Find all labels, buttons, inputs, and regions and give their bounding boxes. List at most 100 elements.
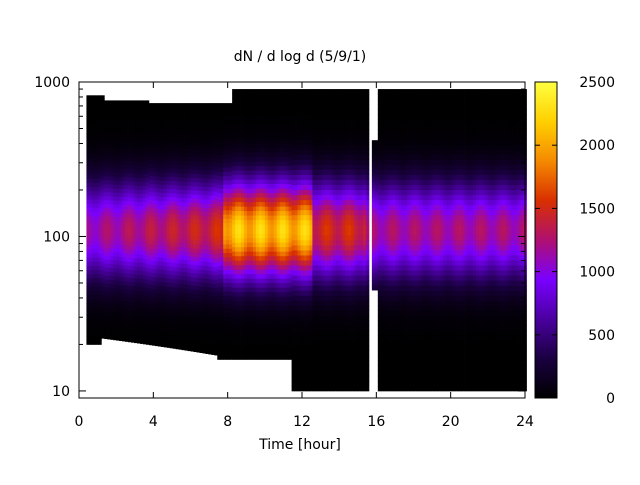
heatmap-cell [321, 154, 325, 160]
heatmap-cell [208, 144, 212, 150]
heatmap-cell [172, 160, 177, 165]
heatmap-cell [306, 295, 310, 301]
heatmap-cell [119, 308, 123, 313]
heatmap-cell [279, 341, 284, 347]
heatmap-cell [321, 144, 325, 150]
heatmap-cell [220, 154, 224, 160]
heatmap-cell [131, 281, 135, 287]
heatmap-cell [125, 265, 129, 270]
heatmap-cell [190, 243, 194, 249]
heatmap-cell [291, 109, 295, 115]
heatmap-cell [110, 323, 114, 328]
heatmap-cell [208, 136, 212, 142]
heatmap-cell [309, 164, 313, 170]
heatmap-cell [163, 147, 168, 153]
heatmap-cell [211, 258, 215, 263]
heatmap-cell [169, 241, 174, 247]
heatmap-cell [270, 291, 275, 297]
heatmap-cell [136, 124, 141, 130]
heatmap-cell [261, 102, 266, 108]
heatmap-cell [276, 174, 281, 180]
heatmap-cell [184, 346, 188, 351]
heatmap-cell [238, 354, 242, 360]
heatmap-cell [226, 167, 230, 172]
heatmap-cell [199, 327, 203, 333]
heatmap-cell [288, 300, 292, 306]
heatmap-cell [157, 329, 162, 335]
heatmap-cell [196, 123, 200, 129]
heatmap-cell [321, 360, 325, 367]
heatmap-cell [229, 124, 233, 130]
heatmap-cell [89, 331, 93, 337]
heatmap-cell [196, 294, 200, 299]
heatmap-cell [211, 279, 215, 284]
heatmap-cell [205, 307, 209, 313]
heatmap-cell [303, 275, 307, 281]
heatmap-cell [190, 326, 194, 331]
heatmap-cell [276, 120, 281, 126]
heatmap-cell [86, 145, 90, 150]
heatmap-cell [166, 339, 171, 344]
heatmap-cell [252, 237, 257, 243]
heatmap-cell [145, 193, 150, 199]
heatmap-cell [288, 323, 292, 329]
heatmap-cell [249, 251, 254, 257]
heatmap-cell [205, 349, 209, 354]
heatmap-cell [128, 237, 132, 242]
heatmap-cell [113, 168, 117, 173]
heatmap-cell [288, 143, 292, 149]
heatmap-cell [128, 120, 132, 125]
heatmap-cell [297, 320, 301, 326]
heatmap-cell [220, 299, 224, 305]
heatmap-cell [226, 265, 230, 271]
heatmap-cell [175, 205, 179, 210]
heatmap-cell [163, 330, 168, 336]
heatmap-cell [246, 314, 251, 320]
heatmap-cell [92, 99, 96, 105]
heatmap-cell [122, 248, 126, 254]
heatmap-cell [297, 154, 301, 160]
heatmap-cell [258, 345, 263, 351]
heatmap-cell [148, 207, 153, 213]
heatmap-cell [175, 197, 179, 202]
heatmap-cell [214, 237, 218, 243]
heatmap-cell [139, 197, 144, 203]
heatmap-cell [300, 310, 304, 316]
heatmap-cell [205, 199, 209, 204]
heatmap-cell [258, 188, 263, 194]
heatmap-cell [249, 138, 254, 144]
heatmap-cell [288, 98, 292, 103]
heatmap-cell [175, 242, 179, 247]
heatmap-cell [148, 244, 153, 249]
heatmap-cell [131, 285, 135, 291]
heatmap-cell [220, 184, 224, 189]
heatmap-cell [232, 143, 236, 149]
heatmap-cell [187, 173, 191, 178]
heatmap-cell [134, 189, 138, 194]
heatmap-cell [169, 107, 174, 112]
heatmap-cell [285, 165, 290, 171]
heatmap-cell [211, 228, 215, 234]
heatmap-cell [217, 316, 221, 322]
heatmap-cell [321, 204, 325, 211]
heatmap-cell [142, 311, 147, 316]
heatmap-cell [235, 273, 239, 279]
heatmap-cell [187, 160, 191, 166]
heatmap-cell [122, 208, 126, 214]
heatmap-cell [303, 94, 307, 100]
heatmap-cell [258, 174, 263, 180]
heatmap-cell [291, 350, 295, 357]
heatmap-cell [249, 291, 254, 297]
heatmap-cell [264, 156, 269, 162]
heatmap-cell [255, 174, 260, 180]
heatmap-cell [169, 335, 174, 341]
heatmap-cell [318, 164, 322, 170]
heatmap-cell [190, 309, 194, 315]
heatmap-cell [154, 293, 159, 298]
heatmap-cell [306, 340, 310, 347]
heatmap-cell [134, 326, 138, 331]
heatmap-cell [226, 273, 230, 279]
heatmap-cell [199, 115, 203, 121]
heatmap-cell [119, 148, 123, 153]
heatmap-cell [148, 143, 153, 148]
